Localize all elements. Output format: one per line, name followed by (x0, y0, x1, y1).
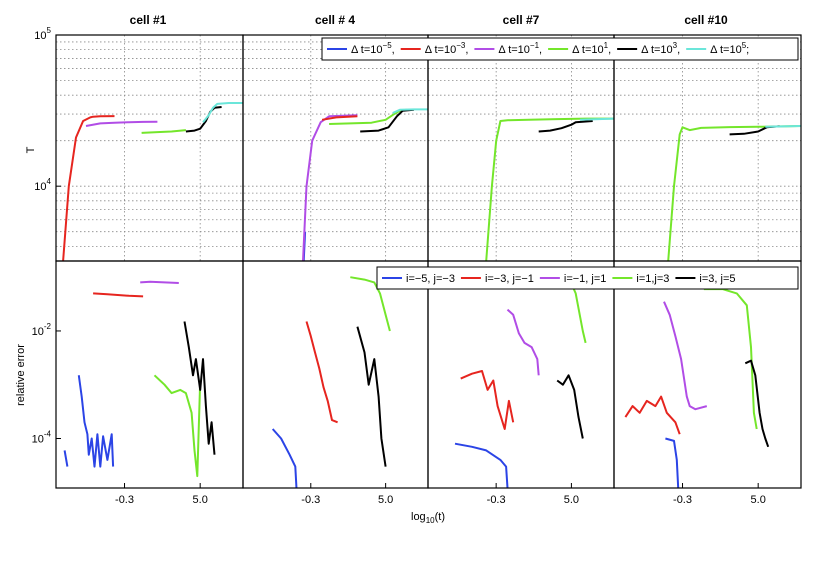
bottom-panel-4-series-5 (744, 359, 770, 448)
x-tick-label: -0.3 (673, 494, 692, 506)
column-title-4: cell #10 (684, 13, 728, 27)
top-panel-3-series-3 (579, 117, 614, 121)
legend-label: Δ t=10−5, (351, 41, 395, 56)
bottom-panel-4 (624, 288, 770, 488)
top-panel-2-series-3 (321, 115, 358, 121)
top-legend-item-2: Δ t=10−3, (400, 41, 469, 56)
bottom-legend-item-3: i=−1, j=1 (539, 273, 607, 285)
top-panel-1-series-4 (185, 106, 222, 133)
temperature-row: 104 105 (34, 26, 802, 262)
bottom-legend-item-4: i=1,j=3 (612, 273, 669, 285)
bottom-panel-4-series-2 (624, 395, 681, 435)
bottom-panel-1 (63, 280, 216, 478)
top-panel-4 (667, 125, 801, 261)
legend-label: Δ t=10−3, (425, 41, 469, 56)
top-panel-2 (302, 108, 428, 261)
error-row: 10-4 10-2 -0.3 -0.3 -0.3 -0.3 5.0 5.0 5.0 5.0 (32, 260, 802, 506)
bottom-panel-3-series-5 (556, 374, 584, 439)
bottom-y-ticks: 10-4 10-2 (32, 322, 61, 445)
x-tick-label: 5.0 (751, 494, 766, 506)
top-legend: Δ t=10−5, Δ t=10−3, Δ t=10−1, Δ t=101, Δ t=1… (321, 37, 799, 61)
bottom-panel-frame-4 (613, 260, 802, 489)
bottom-legend-box (376, 266, 799, 290)
legend-label: i=1,j=3 (636, 273, 669, 285)
bottom-panel-frame-2 (242, 260, 429, 489)
legend-label: Δ t=101, (572, 41, 611, 56)
bottom-panel-1-series-2 (77, 375, 115, 468)
x-axis-label-arg: (t) (435, 511, 445, 523)
bottom-panel-2-series-4 (356, 326, 387, 467)
top-panel-2-series-6 (392, 108, 428, 114)
bottom-legend-item-1: i=−5, j=−3 (382, 273, 455, 285)
bottom-y-axis-label: relative error (15, 344, 27, 406)
top-panel-3 (485, 117, 614, 261)
x-ticks: -0.3 -0.3 -0.3 -0.3 5.0 5.0 5.0 5.0 (115, 483, 766, 506)
top-panel-4-series-1 (667, 125, 801, 261)
bottom-panel-1-series-1 (63, 450, 69, 467)
bottom-panel-3-series-1 (454, 442, 509, 488)
bottom-panel-1-series-5 (153, 374, 202, 478)
column-title-1: cell #1 (130, 13, 167, 27)
bottom-panel-3-series-3 (506, 308, 540, 376)
legend-label: i=−5, j=−3 (406, 273, 455, 285)
legend-label: i=−3, j=−1 (485, 273, 534, 285)
top-panel-3-series-2 (538, 120, 593, 133)
top-legend-item-1: Δ t=10−5, (327, 41, 395, 56)
top-y-axis-label: T (25, 146, 37, 153)
bottom-legend: i=−5, j=−3 i=−3, j=−1 i=−1, j=1 i=1,j=3 i=3,… (376, 266, 799, 290)
legends: Δ t=10−5, Δ t=10−3, Δ t=10−1, Δ t=101, Δ t=1… (321, 37, 799, 290)
x-tick-label: -0.3 (487, 494, 506, 506)
bottom-panel-2-series-1 (271, 428, 298, 488)
top-panel-1-series-5 (202, 102, 243, 123)
top-y-ticks: 104 105 (34, 26, 61, 193)
bottom-legend-item-5: i=3, j=5 (675, 273, 736, 285)
x-tick-label: -0.3 (301, 494, 320, 506)
bottom-panel-1-series-6 (183, 321, 216, 455)
y-tick-label: 104 (34, 177, 51, 193)
top-panel-1-series-3 (141, 129, 186, 134)
top-panel-3-series-1 (485, 117, 614, 261)
column-title-2: cell # 4 (315, 13, 355, 27)
x-tick-label: 5.0 (193, 494, 208, 506)
bottom-panel-2 (271, 276, 391, 488)
bottom-panel-1-series-4 (140, 280, 179, 284)
x-axis-label-base: log (411, 511, 426, 523)
bottom-panel-3-series-2 (460, 370, 515, 430)
legend-label: Δ t=10−1, (498, 41, 542, 56)
x-axis-label-sub: 10 (426, 516, 435, 525)
top-panel-1-series-2 (85, 120, 158, 127)
top-legend-item-4: Δ t=101, (548, 41, 611, 56)
top-panel-1-series-1 (62, 115, 115, 261)
top-panel-1 (62, 102, 243, 261)
top-legend-item-5: Δ t=103, (617, 41, 680, 56)
bottom-panel-2-series-2 (305, 321, 338, 424)
x-tick-label: 5.0 (378, 494, 393, 506)
x-axis-label: log10(t) (411, 511, 445, 525)
legend-label: Δ t=105; (710, 41, 749, 56)
y-tick-label: 10-4 (32, 429, 52, 445)
bottom-panel-frame-3 (427, 260, 615, 489)
column-titles: cell #1 cell # 4 cell #7 cell #10 (130, 13, 728, 27)
bottom-panel-4-series-3 (663, 301, 708, 411)
bottom-panel-4-series-4 (703, 288, 758, 430)
bottom-panel-3 (454, 270, 587, 488)
legend-label: i=3, j=5 (699, 273, 735, 285)
bottom-panel-1-series-3 (93, 292, 144, 298)
top-legend-item-3: Δ t=10−1, (474, 41, 542, 56)
x-tick-label: -0.3 (115, 494, 134, 506)
x-tick-label: 5.0 (564, 494, 579, 506)
legend-label: i=−1, j=1 (564, 273, 607, 285)
y-tick-label: 105 (34, 26, 51, 42)
top-panel-2-series-5 (360, 108, 414, 133)
bottom-panel-4-series-1 (665, 437, 680, 488)
top-panel-4-series-3 (765, 125, 801, 128)
column-title-3: cell #7 (503, 13, 540, 27)
top-panel-2-series-2 (302, 114, 358, 261)
top-legend-item-6: Δ t=105; (686, 41, 749, 56)
y-tick-label: 10-2 (32, 322, 52, 338)
legend-label: Δ t=103, (641, 41, 680, 56)
bottom-legend-item-2: i=−3, j=−1 (460, 273, 534, 285)
